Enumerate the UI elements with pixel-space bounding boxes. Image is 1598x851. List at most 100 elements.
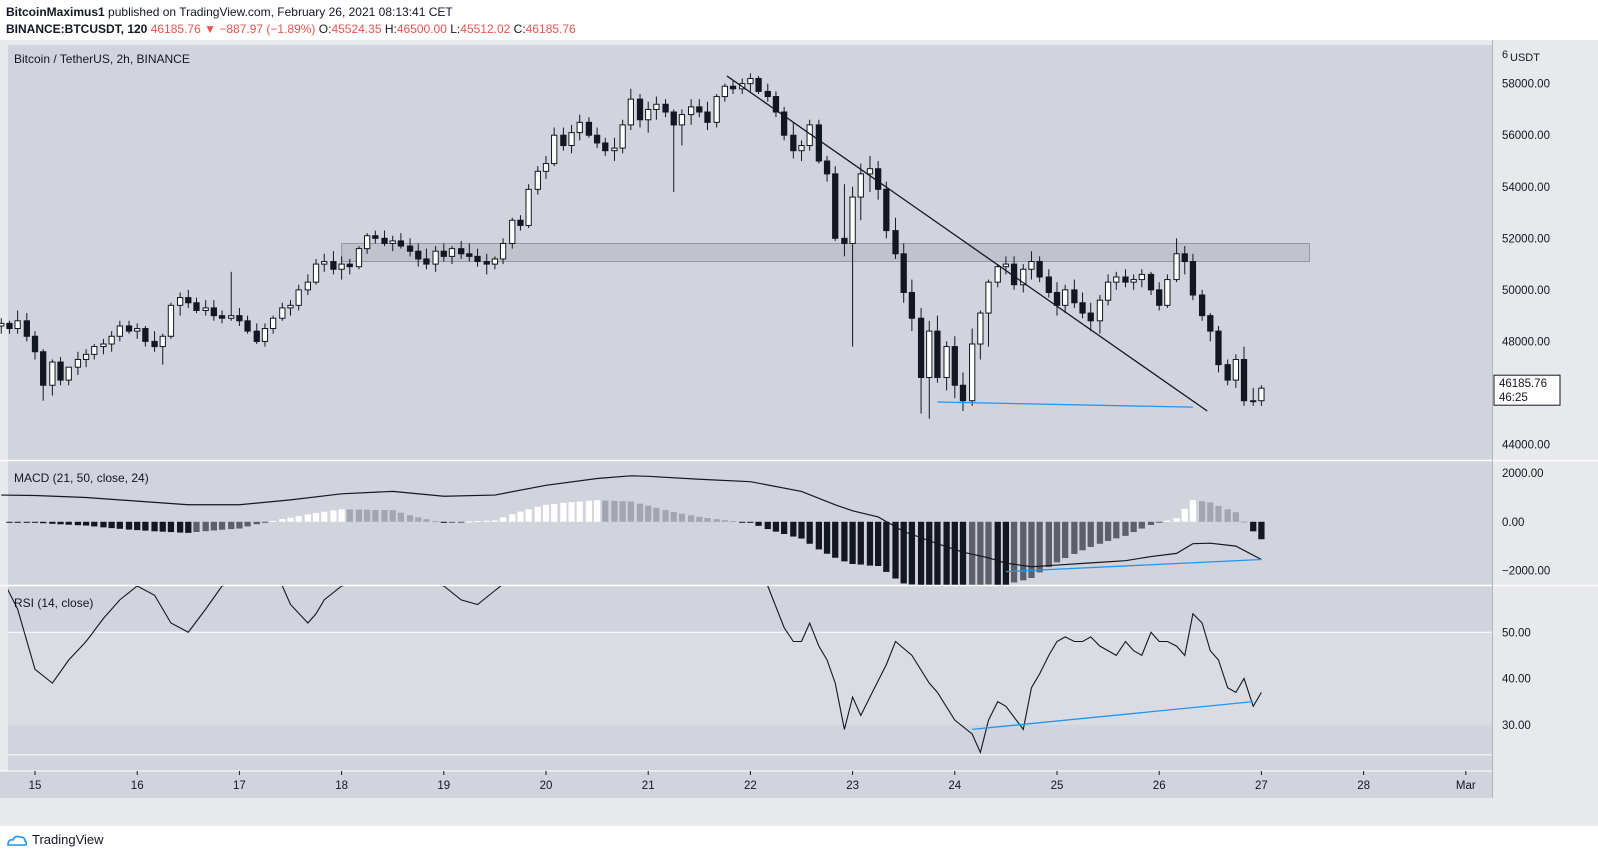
candle[interactable] bbox=[176, 297, 184, 306]
candle[interactable] bbox=[542, 163, 550, 172]
candle[interactable] bbox=[372, 235, 379, 239]
candle[interactable] bbox=[415, 250, 422, 260]
rsi-pane[interactable]: RSI (14, close) bbox=[0, 558, 1598, 771]
candle[interactable] bbox=[134, 328, 141, 332]
candle[interactable] bbox=[458, 248, 465, 255]
candle[interactable] bbox=[295, 289, 302, 306]
candle[interactable] bbox=[841, 237, 848, 244]
candle[interactable] bbox=[832, 173, 839, 239]
candle[interactable] bbox=[985, 281, 992, 314]
candle[interactable] bbox=[116, 325, 123, 337]
candle[interactable] bbox=[849, 196, 856, 244]
candle[interactable] bbox=[338, 263, 345, 270]
candle[interactable] bbox=[926, 330, 933, 379]
macd-support-line[interactable] bbox=[1005, 558, 1262, 573]
candle[interactable] bbox=[346, 263, 353, 268]
candle[interactable] bbox=[560, 134, 567, 147]
candle[interactable] bbox=[499, 242, 507, 260]
candle[interactable] bbox=[602, 142, 609, 152]
candle[interactable] bbox=[483, 261, 490, 265]
candle[interactable] bbox=[619, 124, 626, 149]
candle[interactable] bbox=[977, 312, 984, 345]
candle[interactable] bbox=[1164, 279, 1171, 306]
candle[interactable] bbox=[321, 261, 328, 265]
candle[interactable] bbox=[798, 145, 805, 152]
candle[interactable] bbox=[627, 98, 634, 126]
candle[interactable] bbox=[908, 291, 916, 319]
candle[interactable] bbox=[40, 351, 47, 386]
candle[interactable] bbox=[764, 90, 771, 98]
candle[interactable] bbox=[645, 108, 652, 121]
symbol-label[interactable]: BINANCE:BTCUSDT, 120 bbox=[6, 22, 148, 36]
candle[interactable] bbox=[440, 250, 447, 257]
candle[interactable] bbox=[23, 320, 30, 337]
candle[interactable] bbox=[568, 132, 575, 147]
candle[interactable] bbox=[1232, 358, 1239, 381]
candle[interactable] bbox=[1071, 289, 1078, 304]
candle[interactable] bbox=[0, 322, 5, 327]
candle[interactable] bbox=[466, 253, 473, 257]
candle[interactable] bbox=[65, 366, 72, 381]
candle[interactable] bbox=[91, 346, 98, 355]
candle[interactable] bbox=[125, 325, 133, 332]
candle[interactable] bbox=[1240, 358, 1248, 402]
rsi-support-line[interactable] bbox=[972, 700, 1254, 731]
candle[interactable] bbox=[1207, 315, 1214, 332]
candle[interactable] bbox=[959, 384, 967, 402]
rsi-line[interactable] bbox=[1, 558, 1262, 755]
descending-trendline[interactable] bbox=[726, 75, 1208, 412]
candle[interactable] bbox=[474, 255, 481, 263]
candle[interactable] bbox=[534, 170, 541, 190]
candle[interactable] bbox=[576, 121, 583, 134]
candle[interactable] bbox=[14, 320, 21, 330]
candle[interactable] bbox=[253, 330, 260, 342]
candle[interactable] bbox=[159, 335, 166, 348]
candle[interactable] bbox=[1096, 299, 1104, 322]
candle[interactable] bbox=[678, 114, 686, 126]
candle[interactable] bbox=[389, 240, 396, 244]
candle[interactable] bbox=[244, 320, 251, 332]
candle[interactable] bbox=[406, 245, 414, 252]
candle[interactable] bbox=[509, 219, 516, 244]
candle[interactable] bbox=[1062, 289, 1069, 306]
candle[interactable] bbox=[729, 85, 737, 90]
candle[interactable] bbox=[1130, 279, 1137, 283]
macd-line[interactable] bbox=[1, 475, 1262, 568]
candle[interactable] bbox=[969, 343, 976, 402]
candle[interactable] bbox=[892, 230, 899, 255]
candle[interactable] bbox=[202, 307, 209, 311]
candle[interactable] bbox=[713, 96, 720, 123]
candle[interactable] bbox=[185, 297, 192, 304]
candle[interactable] bbox=[1250, 400, 1257, 403]
candle[interactable] bbox=[1189, 261, 1197, 296]
candle[interactable] bbox=[551, 134, 558, 165]
macd-pane[interactable]: MACD (21, 50, close, 24) bbox=[0, 459, 1598, 589]
candle[interactable] bbox=[1087, 312, 1094, 322]
candle[interactable] bbox=[167, 304, 175, 337]
candle[interactable] bbox=[1045, 276, 1052, 293]
candle[interactable] bbox=[100, 343, 107, 348]
candle[interactable] bbox=[1147, 273, 1155, 291]
candle[interactable] bbox=[491, 258, 499, 265]
candle[interactable] bbox=[49, 361, 56, 386]
candle[interactable] bbox=[900, 253, 907, 293]
candle[interactable] bbox=[312, 263, 320, 283]
candle[interactable] bbox=[611, 147, 618, 152]
candle[interactable] bbox=[704, 111, 711, 123]
candle[interactable] bbox=[1173, 253, 1180, 281]
price-pane[interactable]: Bitcoin / TetherUS, 2h, BINANCE bbox=[0, 45, 1492, 460]
candle[interactable] bbox=[397, 240, 405, 247]
candle[interactable] bbox=[448, 248, 456, 257]
candle[interactable] bbox=[721, 85, 728, 98]
candle[interactable] bbox=[6, 322, 13, 330]
resistance-zone[interactable] bbox=[341, 242, 1310, 263]
candle[interactable] bbox=[74, 358, 82, 368]
candle[interactable] bbox=[857, 173, 864, 198]
candle[interactable] bbox=[423, 258, 430, 265]
candle[interactable] bbox=[1028, 261, 1035, 270]
candle[interactable] bbox=[261, 328, 269, 342]
candle[interactable] bbox=[593, 134, 601, 144]
candle[interactable] bbox=[653, 103, 660, 110]
candle[interactable] bbox=[525, 188, 532, 226]
candle[interactable] bbox=[330, 261, 337, 270]
